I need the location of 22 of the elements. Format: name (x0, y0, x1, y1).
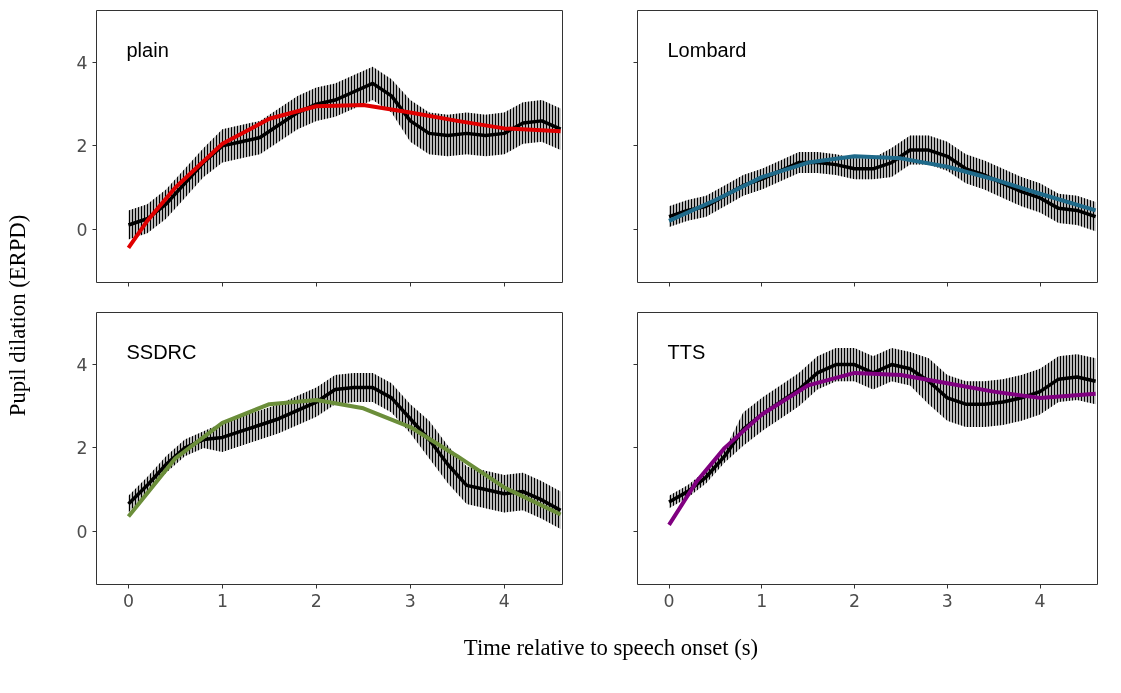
x-tick-label: 4 (1034, 590, 1046, 611)
x-tick-label: 4 (498, 590, 510, 611)
x-axis-title: Time relative to speech onset (s) (463, 635, 759, 660)
y-tick-label: 4 (76, 355, 88, 376)
text: SSDRC (126, 340, 197, 363)
text: Lombard (667, 38, 747, 61)
text: plain (126, 38, 169, 61)
x-tick-label: 3 (941, 590, 953, 611)
x-tick-label: 2 (849, 590, 861, 611)
x-tick-label: 1 (216, 590, 228, 611)
x-tick-label: 3 (404, 590, 416, 611)
text: TTS (667, 340, 706, 363)
x-tick-label: 2 (310, 590, 322, 611)
y-tick-label: 0 (76, 521, 88, 542)
x-tick-label: 0 (663, 590, 675, 611)
y-tick-label: 0 (76, 219, 88, 240)
y-tick-label: 2 (76, 136, 88, 157)
x-tick-label: 1 (756, 590, 768, 611)
y-axis-title: Pupil dilation (ERPD) (5, 214, 30, 417)
x-tick-label: 0 (122, 590, 134, 611)
y-tick-label: 4 (76, 53, 88, 74)
y-tick-label: 2 (76, 438, 88, 459)
